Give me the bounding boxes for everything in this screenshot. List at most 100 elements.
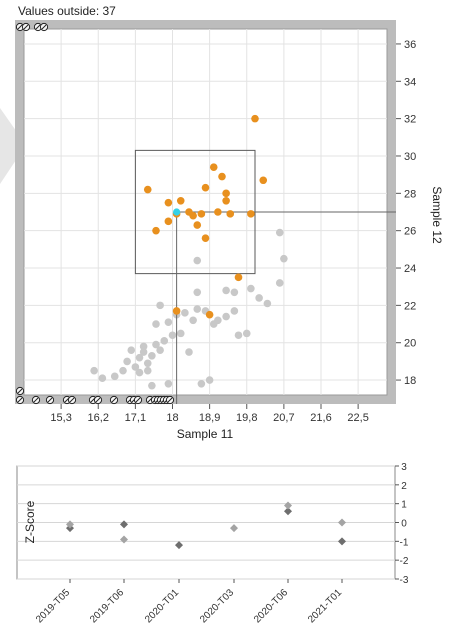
- grey-point[interactable]: [255, 294, 263, 302]
- grey-point[interactable]: [230, 307, 239, 315]
- grey-point[interactable]: [234, 331, 243, 340]
- outside-marker: [15, 395, 25, 405]
- grey-point[interactable]: [139, 348, 148, 356]
- outside-marker: [109, 395, 119, 405]
- outside-marker: [15, 386, 25, 396]
- highlight-point[interactable]: [226, 210, 235, 218]
- zscore-diamond[interactable]: [175, 541, 183, 550]
- zscore-diamond[interactable]: [284, 507, 292, 516]
- grey-point[interactable]: [275, 279, 284, 287]
- zscore-diamond[interactable]: [120, 520, 128, 529]
- grey-point[interactable]: [176, 329, 185, 338]
- highlight-point[interactable]: [234, 273, 243, 282]
- x-tick-label: 21,6: [310, 412, 331, 424]
- grey-point[interactable]: [160, 337, 169, 345]
- grey-point[interactable]: [247, 284, 255, 293]
- grey-point[interactable]: [123, 357, 131, 366]
- highlight-point[interactable]: [201, 183, 210, 192]
- grey-point[interactable]: [156, 301, 164, 310]
- grey-point[interactable]: [193, 288, 202, 297]
- grey-point[interactable]: [90, 366, 98, 375]
- highlight-point[interactable]: [247, 210, 255, 218]
- highlight-point[interactable]: [143, 185, 152, 194]
- z-category-label: 2021-T01: [306, 587, 344, 625]
- grey-point[interactable]: [152, 320, 160, 328]
- grey-point[interactable]: [119, 366, 127, 375]
- grey-point[interactable]: [197, 379, 206, 388]
- highlight-point[interactable]: [201, 234, 210, 242]
- grey-point[interactable]: [110, 372, 119, 381]
- grey-point[interactable]: [98, 374, 107, 382]
- highlight-point[interactable]: [259, 176, 268, 185]
- grey-point[interactable]: [230, 288, 239, 297]
- grey-point[interactable]: [193, 256, 202, 265]
- highlight-point[interactable]: [193, 221, 202, 229]
- grey-point[interactable]: [214, 316, 222, 325]
- zscore-diamond[interactable]: [284, 501, 292, 510]
- highlight-point[interactable]: [205, 310, 214, 319]
- grey-point[interactable]: [242, 329, 251, 338]
- outside-value-markers: [15, 22, 175, 405]
- scatter-frame-top: [15, 20, 396, 29]
- outside-marker-stroke: [33, 397, 39, 403]
- grey-point[interactable]: [181, 309, 189, 317]
- grey-point[interactable]: [275, 228, 284, 237]
- grey-point[interactable]: [143, 359, 152, 368]
- grey-point[interactable]: [139, 342, 148, 351]
- outside-marker-stroke: [17, 24, 23, 30]
- grey-point[interactable]: [222, 286, 230, 295]
- grey-point[interactable]: [164, 379, 173, 388]
- outside-marker-stroke: [69, 397, 75, 403]
- grey-point[interactable]: [222, 312, 230, 321]
- highlight-point[interactable]: [172, 307, 181, 315]
- y-tick-label: 20: [404, 338, 416, 350]
- highlight-point[interactable]: [152, 226, 160, 235]
- x-axis-label: Sample 11: [177, 427, 234, 441]
- grey-point[interactable]: [168, 331, 177, 340]
- outside-marker-stroke: [23, 24, 29, 30]
- x-tick-label: 18,9: [199, 412, 220, 424]
- zscore-diamond[interactable]: [338, 537, 346, 546]
- highlight-point[interactable]: [251, 114, 259, 123]
- grey-point[interactable]: [143, 366, 152, 375]
- highlight-point[interactable]: [176, 196, 185, 205]
- zscore-diamond[interactable]: [338, 518, 346, 527]
- grey-point[interactable]: [193, 305, 202, 313]
- scatter-points[interactable]: [90, 114, 396, 404]
- grey-point[interactable]: [205, 376, 214, 384]
- highlight-point[interactable]: [197, 210, 206, 218]
- zscore-points[interactable]: [66, 501, 346, 550]
- grey-point[interactable]: [135, 353, 144, 362]
- grey-point[interactable]: [152, 340, 160, 349]
- highlight-point[interactable]: [164, 217, 173, 226]
- highlight-point[interactable]: [218, 172, 226, 181]
- highlight-point[interactable]: [189, 211, 197, 220]
- grey-point[interactable]: [189, 316, 197, 325]
- highlight-point[interactable]: [222, 189, 230, 198]
- outside-marker: [93, 395, 103, 405]
- grey-point[interactable]: [131, 363, 140, 371]
- z-category-label: 2020-T01: [143, 587, 181, 625]
- grey-point[interactable]: [148, 381, 156, 390]
- zscore-diamond[interactable]: [230, 524, 238, 533]
- background-chevron: [0, 108, 26, 184]
- zscore-diamond[interactable]: [66, 520, 74, 529]
- grey-point[interactable]: [127, 346, 136, 354]
- x-tick-label: 19,8: [236, 412, 257, 424]
- grey-point[interactable]: [263, 299, 272, 308]
- outside-marker-stroke: [41, 24, 47, 30]
- grey-point[interactable]: [135, 368, 144, 377]
- grey-point[interactable]: [148, 351, 156, 360]
- grey-point[interactable]: [164, 318, 173, 326]
- highlight-point[interactable]: [209, 163, 218, 171]
- grey-point[interactable]: [156, 346, 164, 354]
- highlight-point[interactable]: [214, 208, 222, 216]
- grey-point[interactable]: [185, 348, 193, 356]
- highlight-point[interactable]: [222, 196, 230, 205]
- selected-point[interactable]: [173, 208, 181, 216]
- zscore-diamond[interactable]: [120, 535, 128, 544]
- outside-marker: [67, 395, 77, 405]
- highlight-point[interactable]: [164, 198, 173, 207]
- grey-point[interactable]: [280, 254, 288, 263]
